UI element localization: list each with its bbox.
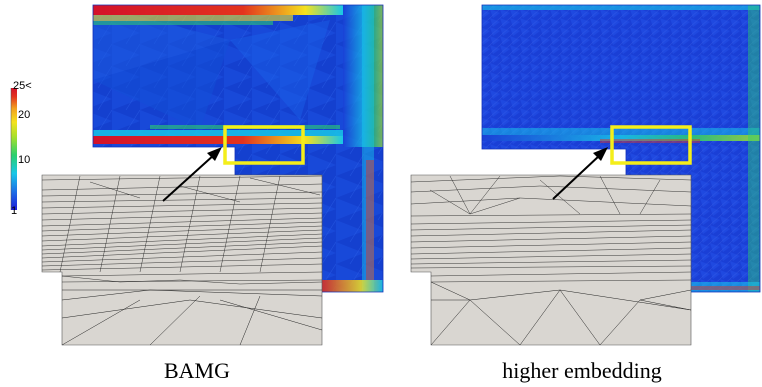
colorbar-tick-max: 25< xyxy=(13,80,32,92)
panel-higher-embedding: higher embedding xyxy=(410,4,761,383)
panel-bamg: BAMG xyxy=(41,4,384,383)
higher-embedding-caption: higher embedding xyxy=(502,358,661,383)
colorbar-tick-min: 1 xyxy=(11,205,17,217)
bamg-mesh-zoom-inset xyxy=(41,174,323,346)
colorbar: 25< 20 10 1 xyxy=(10,80,32,217)
higher-embedding-mesh-zoom-inset xyxy=(410,174,692,346)
higher-embedding-zoom-arrow xyxy=(552,147,608,200)
higher-embedding-highlight-box xyxy=(610,125,692,165)
bamg-highlight-box xyxy=(223,125,305,165)
bamg-caption: BAMG xyxy=(164,358,230,383)
colorbar-tick-10: 10 xyxy=(18,154,30,166)
bamg-zoom-arrow xyxy=(162,147,222,202)
colorbar-tick-20: 20 xyxy=(18,109,30,121)
colorbar-gradient xyxy=(11,88,17,210)
